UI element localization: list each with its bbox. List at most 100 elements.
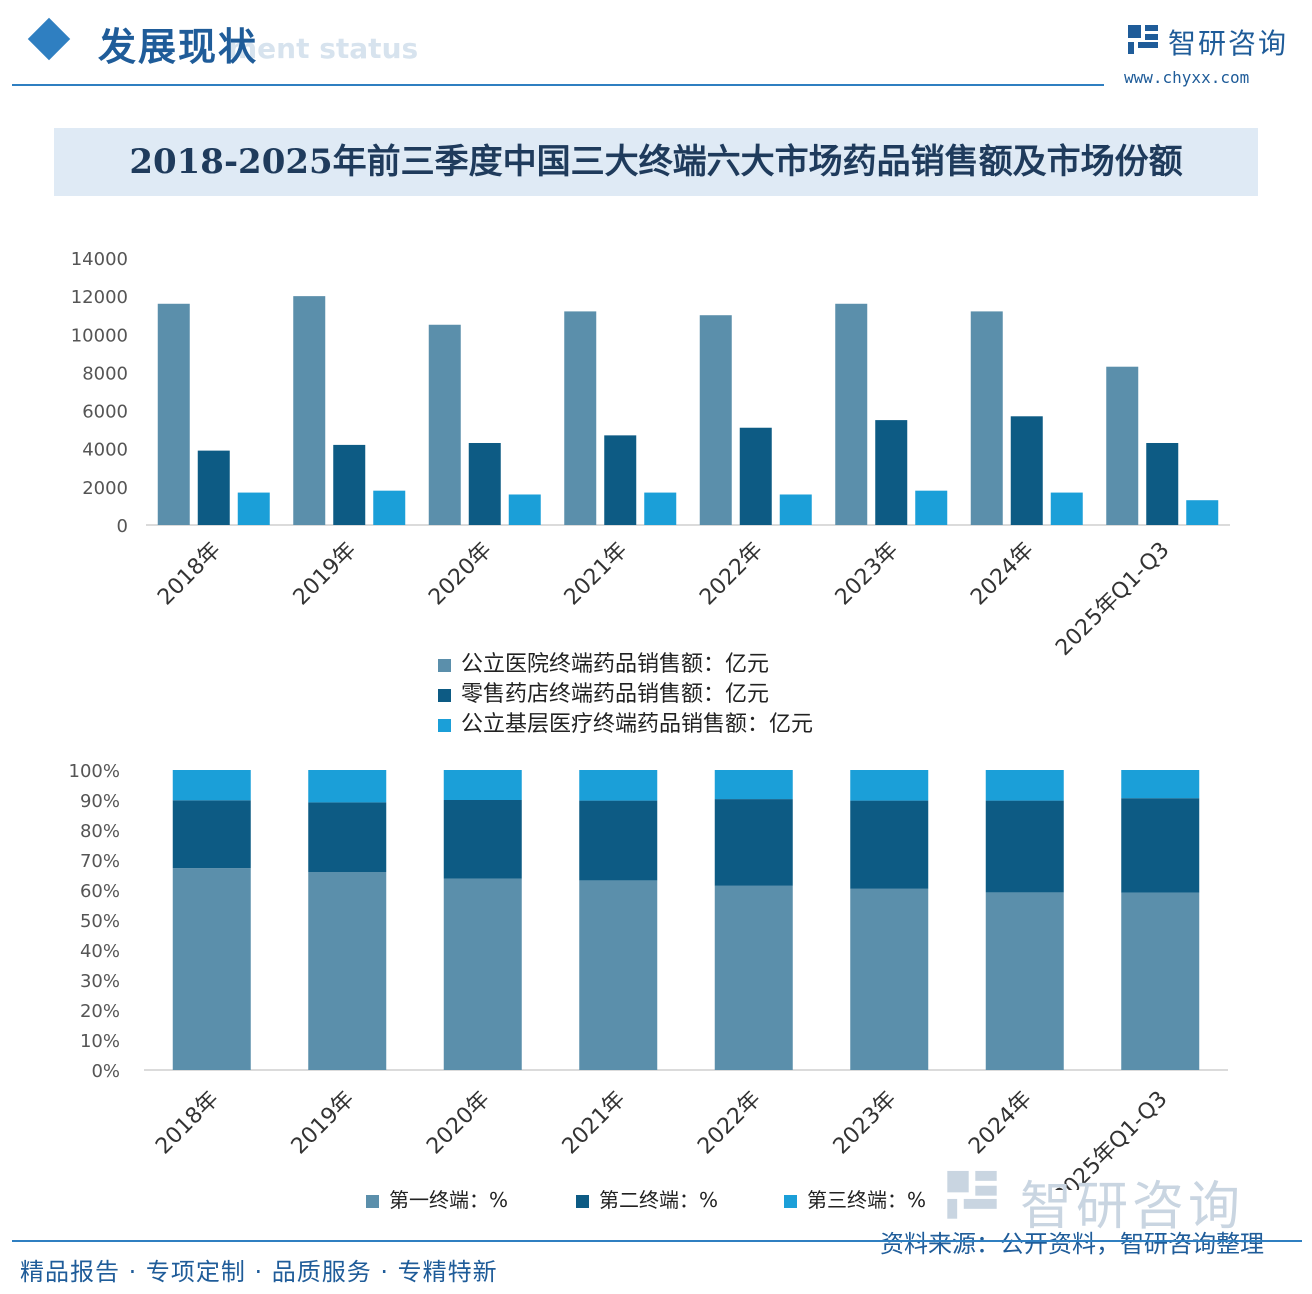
bar [644,492,677,525]
stacked-bar-segment [850,770,929,801]
watermark-text: 智研咨询 [1020,1177,1245,1237]
legend-item-first-terminal: 第一终端：% [366,1184,508,1213]
x-tick-label: 2019年 [287,1087,360,1160]
y-tick-label: 50% [80,911,120,932]
bar [157,303,190,525]
section-subtitle: ment status [228,32,419,65]
sales-legend: 公立医院终端药品销售额：亿元 零售药店终端药品销售额：亿元 公立基层医疗终端药品… [438,650,813,740]
bar [564,311,597,525]
stacked-bar-segment [714,885,793,1070]
bar [1106,366,1139,525]
x-tick-label: 2024年 [964,1087,1037,1160]
legend-item-hospital: 公立医院终端药品销售额：亿元 [438,650,813,680]
brand-logo-icon [1128,25,1158,54]
bar [835,303,868,525]
x-tick-label: 2020年 [424,538,497,611]
stacked-bar-segment [1121,892,1200,1070]
y-tick-label: 14000 [71,249,128,270]
watermark-logo-icon [947,1170,997,1219]
legend-swatch [784,1195,797,1208]
legend-item-primary: 公立基层医疗终端药品销售额：亿元 [438,710,813,740]
x-tick-label: 2023年 [831,538,904,611]
legend-swatch [438,688,451,702]
bar [970,311,1003,525]
section-title: 发展现状 [98,25,259,69]
legend-label: 零售药店终端药品销售额：亿元 [461,682,770,707]
stacked-bar-segment [985,770,1064,801]
bar [237,492,270,525]
y-tick-label: 6000 [82,402,128,423]
bar [1186,500,1219,525]
footer-tagline: 精品报告 · 专项定制 · 品质服务 · 专精特新 [20,1258,498,1286]
header-divider [12,84,1104,86]
y-tick-label: 8000 [82,363,128,384]
share-stacked-chart: 0% 10% 20% 30% 40% 50% 60% 70% 80% 90% 100% 2018年 20… [69,761,1228,1190]
bar [428,324,461,525]
bar [1050,492,1083,525]
stacked-bar-segment [985,892,1064,1070]
stacked-bar-segment [443,878,522,1070]
bar [875,420,908,525]
legend-item-retail: 零售药店终端药品销售额：亿元 [438,680,813,710]
legend-item-third-terminal: 第三终端：% [784,1184,926,1213]
y-tick-label: 12000 [71,287,128,308]
y-tick-label: 20% [80,1001,120,1022]
y-tick-label: 10% [80,1031,120,1052]
y-tick-label: 4000 [82,440,128,461]
legend-swatch [576,1195,589,1208]
bar [373,490,406,525]
stacked-bar-segment [172,800,251,869]
legend-item-second-terminal: 第二终端：% [576,1184,718,1213]
legend-swatch [438,658,451,672]
y-tick-label: 30% [80,971,120,992]
stacked-bar-segment [172,770,251,801]
stacked-bar-segment [714,799,793,886]
x-tick-label: 2018年 [153,538,226,611]
stacked-bar-segment [443,770,522,800]
x-tick-label: 2022年 [693,1087,766,1160]
bar [604,435,637,525]
x-tick-label: 2021年 [560,538,633,611]
y-tick-label: 100% [69,761,120,782]
stacked-bar-segment [172,868,251,1070]
brand-url: www.chyxx.com [1124,68,1250,87]
bar [293,296,326,525]
brand-name: 智研咨询 [1168,27,1289,60]
stacked-bar-segment [308,770,387,803]
x-tick-label: 2023年 [829,1087,902,1160]
stacked-bar-segment [985,800,1064,893]
data-source: 资料来源：公开资料，智研咨询整理 [880,1230,1264,1258]
header-diamond-icon [27,17,71,61]
stacked-bar-segment [308,872,387,1070]
stacked-bar-segment [579,770,658,801]
y-tick-label: 70% [80,851,120,872]
y-tick-label: 10000 [71,325,128,346]
footer-divider [12,1240,1302,1242]
bar [699,315,732,525]
title-background [54,128,1258,196]
y-tick-label: 2000 [82,478,128,499]
stacked-bar-segment [579,800,658,881]
stacked-bar-segment [1121,798,1200,893]
y-tick-label: 60% [80,881,120,902]
x-tick-label: 2024年 [966,538,1039,611]
x-tick-label: 2022年 [695,538,768,611]
y-tick-label: 80% [80,821,120,842]
bar [333,444,366,525]
bar [915,490,948,525]
stacked-bar-segment [850,888,929,1070]
bar [468,442,501,525]
legend-swatch [366,1195,379,1208]
legend-swatch [438,718,451,732]
bar [197,450,230,525]
y-tick-label: 40% [80,941,120,962]
x-tick-label: 2021年 [558,1087,631,1160]
bar [739,427,772,525]
chart-title: 2018-2025年前三季度中国三大终端六大市场药品销售额及市场份额 [129,142,1183,182]
legend-label: 第一终端：% [389,1188,509,1212]
stacked-bar-segment [308,802,387,872]
legend-label: 第三终端：% [807,1188,927,1212]
x-tick-label: 2018年 [151,1087,224,1160]
bar [1146,442,1179,525]
stacked-bar-segment [579,880,658,1070]
